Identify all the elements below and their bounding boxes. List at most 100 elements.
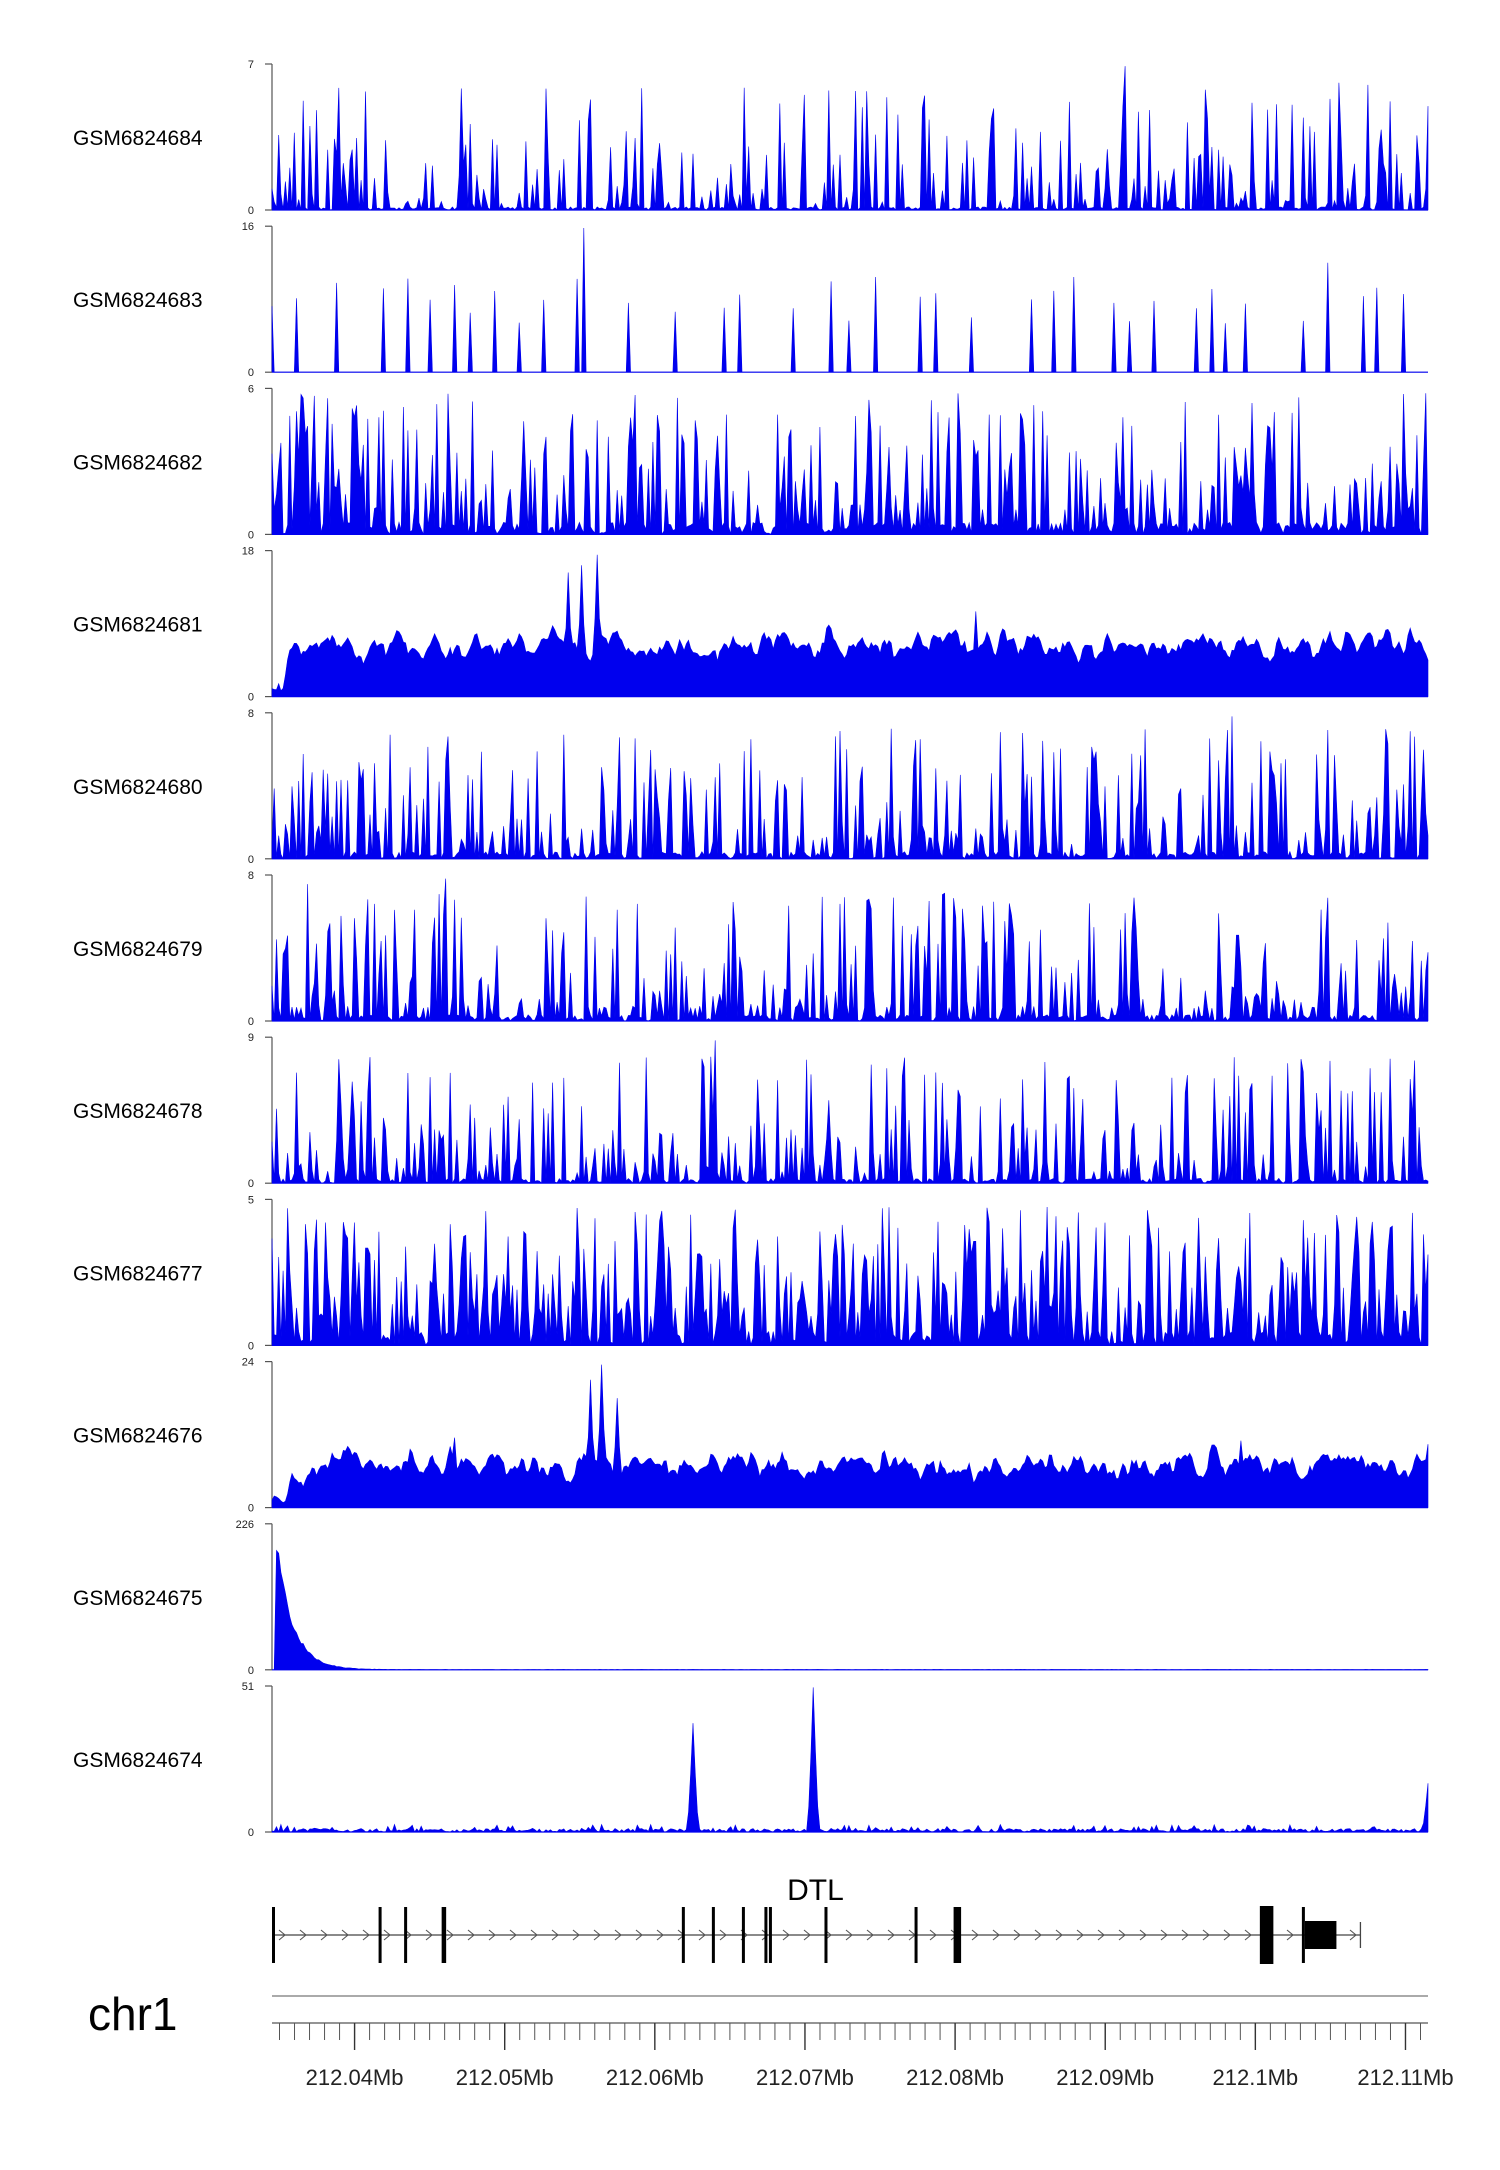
exon [741, 1907, 745, 1963]
y-max-label: 51 [242, 1681, 254, 1693]
exon [404, 1907, 408, 1963]
track-GSM6824676: GSM6824676 24 0 [73, 1357, 1429, 1515]
y-max-label: 6 [248, 383, 254, 395]
y-max-label: 8 [248, 708, 254, 720]
strand-arrow [1286, 1929, 1294, 1941]
track-label: GSM6824680 [73, 776, 203, 799]
chromosome-label: chr1 [88, 1988, 177, 2040]
y-max-label: 8 [248, 870, 254, 882]
track-GSM6824677: GSM6824677 5 0 [73, 1194, 1429, 1352]
strand-arrow [1349, 1929, 1357, 1941]
track-label: GSM6824675 [73, 1587, 203, 1610]
x-tick-label: 212.08Mb [906, 2065, 1004, 2090]
track-label: GSM6824682 [73, 451, 203, 474]
exon [378, 1907, 382, 1963]
track-label: GSM6824678 [73, 1100, 203, 1123]
strand-arrow [425, 1929, 433, 1941]
strand-arrow [614, 1929, 622, 1941]
coverage-area [271, 1040, 1429, 1185]
exon [441, 1907, 447, 1963]
y-max-label: 18 [242, 546, 254, 558]
y-min-label: 0 [248, 1340, 254, 1352]
track-GSM6824681: GSM6824681 18 0 [73, 546, 1429, 704]
exon [1301, 1907, 1305, 1963]
strand-arrow [887, 1929, 895, 1941]
coverage-area [272, 1549, 1429, 1671]
exon [1259, 1906, 1274, 1964]
strand-arrow [803, 1929, 811, 1941]
strand-arrow [1097, 1929, 1105, 1941]
coverage-area [271, 1687, 1429, 1833]
track-GSM6824678: GSM6824678 9 0 [73, 1032, 1429, 1190]
track-GSM6824674: GSM6824674 51 0 [73, 1681, 1429, 1839]
y-max-label: 24 [242, 1357, 254, 1369]
exon [1304, 1921, 1337, 1949]
track-label: GSM6824679 [73, 938, 203, 961]
exon [914, 1907, 918, 1963]
strand-arrow [446, 1929, 454, 1941]
strand-arrow [509, 1929, 517, 1941]
track-GSM6824679: GSM6824679 8 0 [73, 870, 1429, 1028]
y-max-label: 16 [242, 221, 254, 233]
exon [681, 1907, 685, 1963]
y-min-label: 0 [248, 1503, 254, 1515]
coverage-area [271, 1206, 1429, 1346]
track-label: GSM6824674 [73, 1749, 203, 1772]
strand-arrow [467, 1929, 475, 1941]
strand-arrow [656, 1929, 664, 1941]
x-tick-label: 212.11Mb [1357, 2065, 1453, 2090]
track-GSM6824683: GSM6824683 16 0 [73, 221, 1428, 379]
x-tick-label: 212.06Mb [606, 2065, 704, 2090]
y-min-label: 0 [248, 205, 254, 217]
strand-arrow [1181, 1929, 1189, 1941]
strand-arrow [1202, 1929, 1210, 1941]
track-label: GSM6824681 [73, 614, 203, 637]
y-min-label: 0 [248, 854, 254, 866]
y-min-label: 0 [248, 1827, 254, 1839]
strand-arrow [362, 1929, 370, 1941]
coverage-tracks: GSM682468470GSM6824683160GSM682468260GSM… [73, 59, 1429, 1839]
y-max-label: 9 [248, 1032, 254, 1044]
strand-arrow [299, 1929, 307, 1941]
x-tick-label: 212.05Mb [456, 2065, 554, 2090]
exon [768, 1907, 772, 1963]
y-min-label: 0 [248, 1665, 254, 1677]
strand-arrow [782, 1929, 790, 1941]
strand-arrow [593, 1929, 601, 1941]
y-min-label: 0 [248, 1178, 254, 1190]
strand-arrow [1139, 1929, 1147, 1941]
strand-arrow [278, 1929, 286, 1941]
exon [272, 1907, 275, 1963]
coverage-area [271, 66, 1429, 211]
strand-arrow [719, 1929, 727, 1941]
strand-arrow [1223, 1929, 1231, 1941]
strand-arrow [383, 1929, 391, 1941]
coverage-area [271, 227, 1428, 373]
exon [824, 1907, 828, 1963]
coverage-area [271, 554, 1429, 697]
track-label: GSM6824677 [73, 1262, 203, 1285]
strand-arrow [929, 1929, 937, 1941]
track-GSM6824682: GSM6824682 6 0 [73, 383, 1429, 541]
coverage-area [271, 716, 1429, 860]
strand-arrow [1160, 1929, 1168, 1941]
strand-arrow [845, 1929, 853, 1941]
coverage-area [271, 1364, 1429, 1508]
y-max-label: 7 [248, 59, 254, 71]
strand-arrow [866, 1929, 874, 1941]
strand-arrow [971, 1929, 979, 1941]
track-GSM6824675: GSM6824675 226 0 [73, 1519, 1429, 1677]
strand-arrow [992, 1929, 1000, 1941]
x-tick-label: 212.1Mb [1213, 2065, 1299, 2090]
strand-arrow [1055, 1929, 1063, 1941]
strand-arrow [1076, 1929, 1084, 1941]
track-GSM6824684: GSM6824684 7 0 [73, 59, 1429, 217]
strand-arrow [551, 1929, 559, 1941]
strand-arrow [530, 1929, 538, 1941]
track-GSM6824680: GSM6824680 8 0 [73, 708, 1429, 866]
strand-arrow [488, 1929, 496, 1941]
exon [711, 1907, 715, 1963]
y-min-label: 0 [248, 529, 254, 541]
x-tick-label: 212.09Mb [1056, 2065, 1154, 2090]
